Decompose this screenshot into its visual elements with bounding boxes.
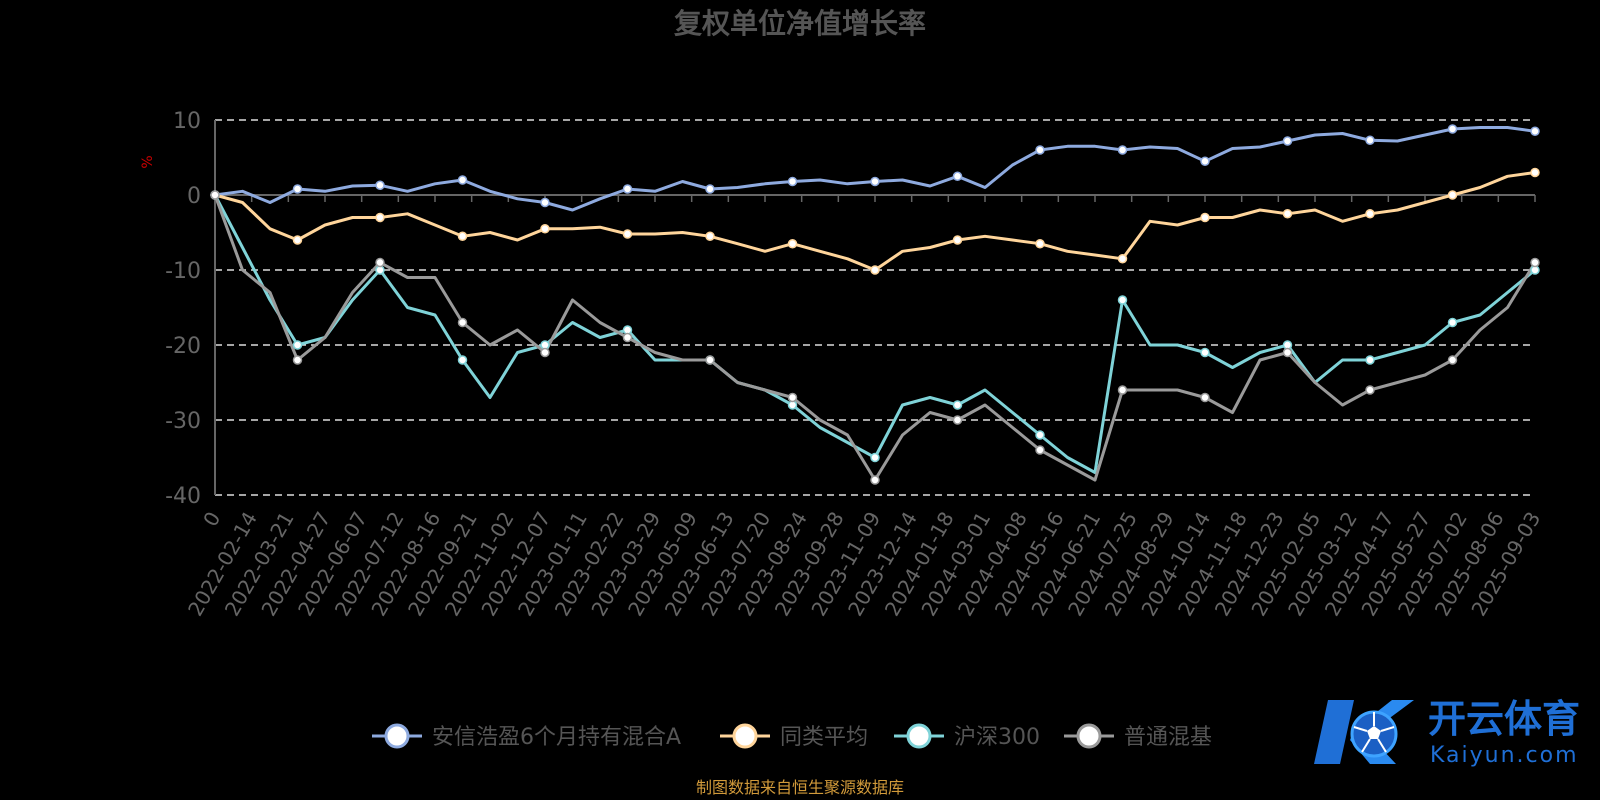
series-3-point-24: [870, 475, 880, 485]
source-note: 制图数据来自恒生聚源数据库: [696, 778, 904, 797]
series-3-point-6: [375, 257, 385, 268]
series-3-point-3: [292, 355, 303, 365]
series-1-point-18: [705, 231, 715, 241]
series-3-point-39: [1282, 347, 1293, 358]
axes: [214, 120, 1536, 495]
legend-item-3[interactable]: 普通混基: [1064, 723, 1212, 750]
legend-item-0[interactable]: 安信浩盈6个月持有混合A: [372, 723, 681, 750]
series-0-point-18: [705, 184, 715, 194]
series-1-point-36: [1200, 212, 1210, 223]
series-0-point-30: [1035, 145, 1045, 155]
series-1-point-30: [1035, 239, 1045, 249]
series-2-point-33: [1117, 295, 1128, 305]
series-1-point-45: [1447, 190, 1458, 200]
series-1-point-3: [292, 235, 303, 245]
series-1-point-21: [787, 239, 798, 249]
y-tick-label-4: -30: [165, 409, 201, 434]
series-3-point-9: [457, 317, 468, 328]
legend: 安信浩盈6个月持有混合A 同类平均 沪深300 普通混基: [372, 723, 1212, 750]
series-3-point-30: [1035, 445, 1045, 455]
series-0-point-21: [787, 176, 798, 187]
series-2-point-27: [952, 400, 963, 410]
series-0-point-6: [375, 180, 385, 190]
series-0-point-39: [1282, 136, 1293, 146]
series-line-2: [213, 193, 1537, 474]
brand-cn: 开云体育: [1428, 697, 1580, 741]
series-1-point-39: [1282, 209, 1293, 219]
y-tick-label-3: -20: [165, 334, 201, 359]
legend-label-2: 沪深300: [954, 725, 1040, 750]
series-3-point-27: [952, 415, 963, 425]
series-3-point-15: [622, 332, 633, 343]
series-2-point-30: [1035, 430, 1045, 440]
series-0-point-24: [870, 176, 880, 187]
legend-label-3: 普通混基: [1124, 725, 1212, 750]
series-2-point-42: [1365, 355, 1375, 365]
series-line-1: [213, 171, 1537, 272]
series-0-point-3: [292, 184, 303, 194]
x-tick-label-0: 0: [198, 508, 225, 531]
series-1-point-27: [952, 235, 963, 245]
series-3-point-18: [705, 355, 715, 365]
series-0-point-36: [1200, 156, 1210, 166]
series-3-point-0: [210, 190, 220, 200]
brand-en: Kaiyun.com: [1430, 743, 1579, 768]
series-1-point-6: [375, 212, 385, 223]
series-0-point-9: [457, 175, 468, 185]
series-markers: [210, 124, 1540, 485]
series-2-point-24: [870, 452, 880, 463]
legend-item-1[interactable]: 同类平均: [720, 723, 868, 750]
series-0-point-15: [622, 184, 633, 194]
legend-marker-2: [906, 723, 932, 749]
series-3-point-42: [1365, 385, 1375, 395]
series-0-point-27: [952, 171, 963, 181]
y-tick-label-0: 10: [173, 109, 201, 134]
legend-marker-1: [732, 723, 758, 749]
series-3-point-45: [1447, 355, 1458, 365]
series-0-point-33: [1117, 145, 1128, 155]
y-axis-unit: %: [140, 155, 156, 168]
legend-marker-0: [384, 723, 410, 749]
kaiyun-logo: 开云体育 Kaiyun.com: [1314, 697, 1580, 768]
k-logo-icon: [1314, 700, 1354, 764]
series-1-point-9: [457, 231, 468, 241]
series-0-point-42: [1365, 135, 1375, 145]
legend-label-1: 同类平均: [780, 725, 868, 750]
series-1-point-24: [870, 265, 880, 275]
series-3-point-36: [1200, 392, 1210, 403]
series-2-point-3: [292, 340, 303, 350]
series-0-point-45: [1447, 124, 1458, 134]
x-tick-labels: 02022-02-142022-03-212022-04-272022-06-0…: [183, 507, 1545, 620]
series-line-3: [213, 193, 1537, 482]
series-0-point-48: [1530, 126, 1540, 136]
y-tick-label-5: -40: [165, 484, 201, 509]
series-1-point-48: [1530, 167, 1540, 178]
legend-marker-3: [1076, 723, 1102, 749]
chart-title: 复权单位净值增长率: [674, 7, 926, 40]
series-1-point-15: [622, 229, 633, 239]
series-1-point-33: [1117, 254, 1128, 264]
y-tick-label-2: -10: [165, 259, 201, 284]
series-2-point-36: [1200, 347, 1210, 358]
series-3-point-33: [1117, 385, 1128, 395]
series-2-point-9: [457, 355, 468, 365]
legend-item-2[interactable]: 沪深300: [894, 723, 1040, 750]
series-1-point-12: [540, 224, 550, 234]
y-tick-labels: 10 0 -10 -20 -30 -40: [165, 109, 201, 509]
series-3-point-12: [540, 347, 550, 358]
series-3-point-21: [787, 392, 798, 403]
y-tick-label-1: 0: [187, 184, 201, 209]
series-1-point-42: [1365, 209, 1375, 219]
series-0-point-12: [540, 197, 550, 208]
series-2-point-45: [1447, 317, 1458, 328]
series-3-point-48: [1530, 257, 1540, 268]
legend-label-0: 安信浩盈6个月持有混合A: [432, 725, 681, 750]
